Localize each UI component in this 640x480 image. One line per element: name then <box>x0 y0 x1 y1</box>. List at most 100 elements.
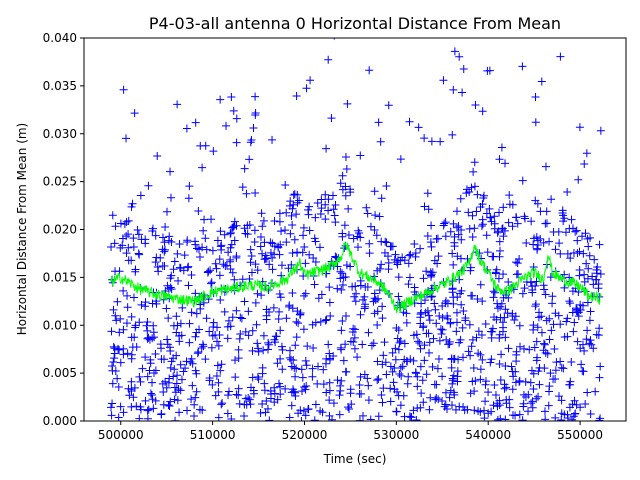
scatter-point <box>206 266 215 275</box>
scatter-point <box>128 199 137 208</box>
scatter-point <box>546 273 555 282</box>
scatter-point <box>343 99 352 108</box>
scatter-point <box>456 254 465 263</box>
scatter-point <box>180 251 189 260</box>
scatter-point <box>533 244 542 253</box>
scatter-point <box>489 252 498 261</box>
scatter-point <box>251 92 260 101</box>
scatter-point <box>377 194 386 203</box>
scatter-point <box>170 257 179 266</box>
scatter-point <box>532 394 541 403</box>
scatter-point <box>246 258 255 267</box>
scatter-point <box>533 199 542 208</box>
scatter-point <box>445 393 454 402</box>
scatter-point <box>570 396 579 405</box>
scatter-point <box>154 267 163 276</box>
scatter-point <box>254 347 263 356</box>
scatter-point <box>563 314 572 323</box>
scatter-point <box>531 300 540 309</box>
scatter-point <box>228 313 237 322</box>
scatter-point <box>371 211 380 220</box>
scatter-point <box>457 300 466 309</box>
scatter-point <box>141 235 150 244</box>
scatter-point <box>336 179 345 188</box>
scatter-point <box>341 191 350 200</box>
scatter-point <box>127 385 136 394</box>
scatter-point <box>557 396 566 405</box>
scatter-point <box>482 231 491 240</box>
scatter-point <box>262 305 271 314</box>
scatter-point <box>144 405 153 414</box>
scatter-point <box>118 234 127 243</box>
scatter-point <box>560 283 569 292</box>
scatter-point <box>245 155 254 164</box>
scatter-point <box>191 240 200 249</box>
scatter-point <box>392 407 401 416</box>
scatter-point <box>127 377 136 386</box>
scatter-point <box>328 415 337 421</box>
scatter-point <box>556 249 565 258</box>
scatter-point <box>518 289 527 298</box>
scatter-point <box>344 204 353 213</box>
scatter-point <box>264 340 273 349</box>
scatter-point <box>519 399 528 408</box>
scatter-point <box>476 350 485 359</box>
scatter-point <box>516 342 525 351</box>
scatter-point <box>470 182 479 191</box>
scatter-point <box>356 151 365 160</box>
scatter-point <box>232 221 241 230</box>
scatter-point <box>170 383 179 392</box>
scatter-point <box>425 316 434 325</box>
scatter-point <box>153 152 162 161</box>
scatter-point <box>143 334 152 343</box>
scatter-point <box>405 273 414 282</box>
scatter-point <box>496 376 505 385</box>
scatter-point <box>487 333 496 342</box>
scatter-point <box>286 197 295 206</box>
scatter-point <box>338 229 347 238</box>
scatter-point <box>336 381 345 390</box>
scatter-point <box>536 234 545 243</box>
scatter-point <box>476 202 485 211</box>
scatter-point <box>477 221 486 230</box>
scatter-point <box>292 92 301 101</box>
scatter-point <box>148 395 157 404</box>
scatter-point <box>428 362 437 371</box>
scatter-point <box>455 275 464 284</box>
scatter-point <box>351 297 360 306</box>
scatter-point <box>545 237 554 246</box>
scatter-point <box>235 334 244 343</box>
scatter-point <box>393 334 402 343</box>
scatter-point <box>552 358 561 367</box>
scatter-point <box>123 303 132 312</box>
scatter-point <box>465 188 474 197</box>
scatter-point <box>325 298 334 307</box>
scatter-point <box>200 215 209 224</box>
scatter-point <box>448 130 457 139</box>
scatter-point <box>282 238 291 247</box>
scatter-point <box>587 340 596 349</box>
x-tick-label: 520000 <box>282 428 328 442</box>
scatter-point <box>544 401 553 410</box>
scatter-point <box>442 405 451 414</box>
scatter-point <box>501 362 510 371</box>
scatter-point <box>377 260 386 269</box>
scatter-point <box>493 304 502 313</box>
scatter-point <box>299 407 308 416</box>
scatter-point <box>231 373 240 382</box>
scatter-point <box>277 342 286 351</box>
scatter-point <box>111 366 120 375</box>
scatter-point <box>173 100 182 109</box>
scatter-point <box>501 305 510 314</box>
scatter-point <box>366 415 375 421</box>
scatter-point <box>207 279 216 288</box>
scatter-point <box>260 379 269 388</box>
scatter-point <box>418 376 427 385</box>
scatter-point <box>249 123 258 132</box>
scatter-point <box>450 232 459 241</box>
scatter-point <box>511 312 520 321</box>
scatter-point <box>510 316 519 325</box>
scatter-point <box>364 381 373 390</box>
scatter-point <box>537 328 546 337</box>
scatter-point <box>227 240 236 249</box>
